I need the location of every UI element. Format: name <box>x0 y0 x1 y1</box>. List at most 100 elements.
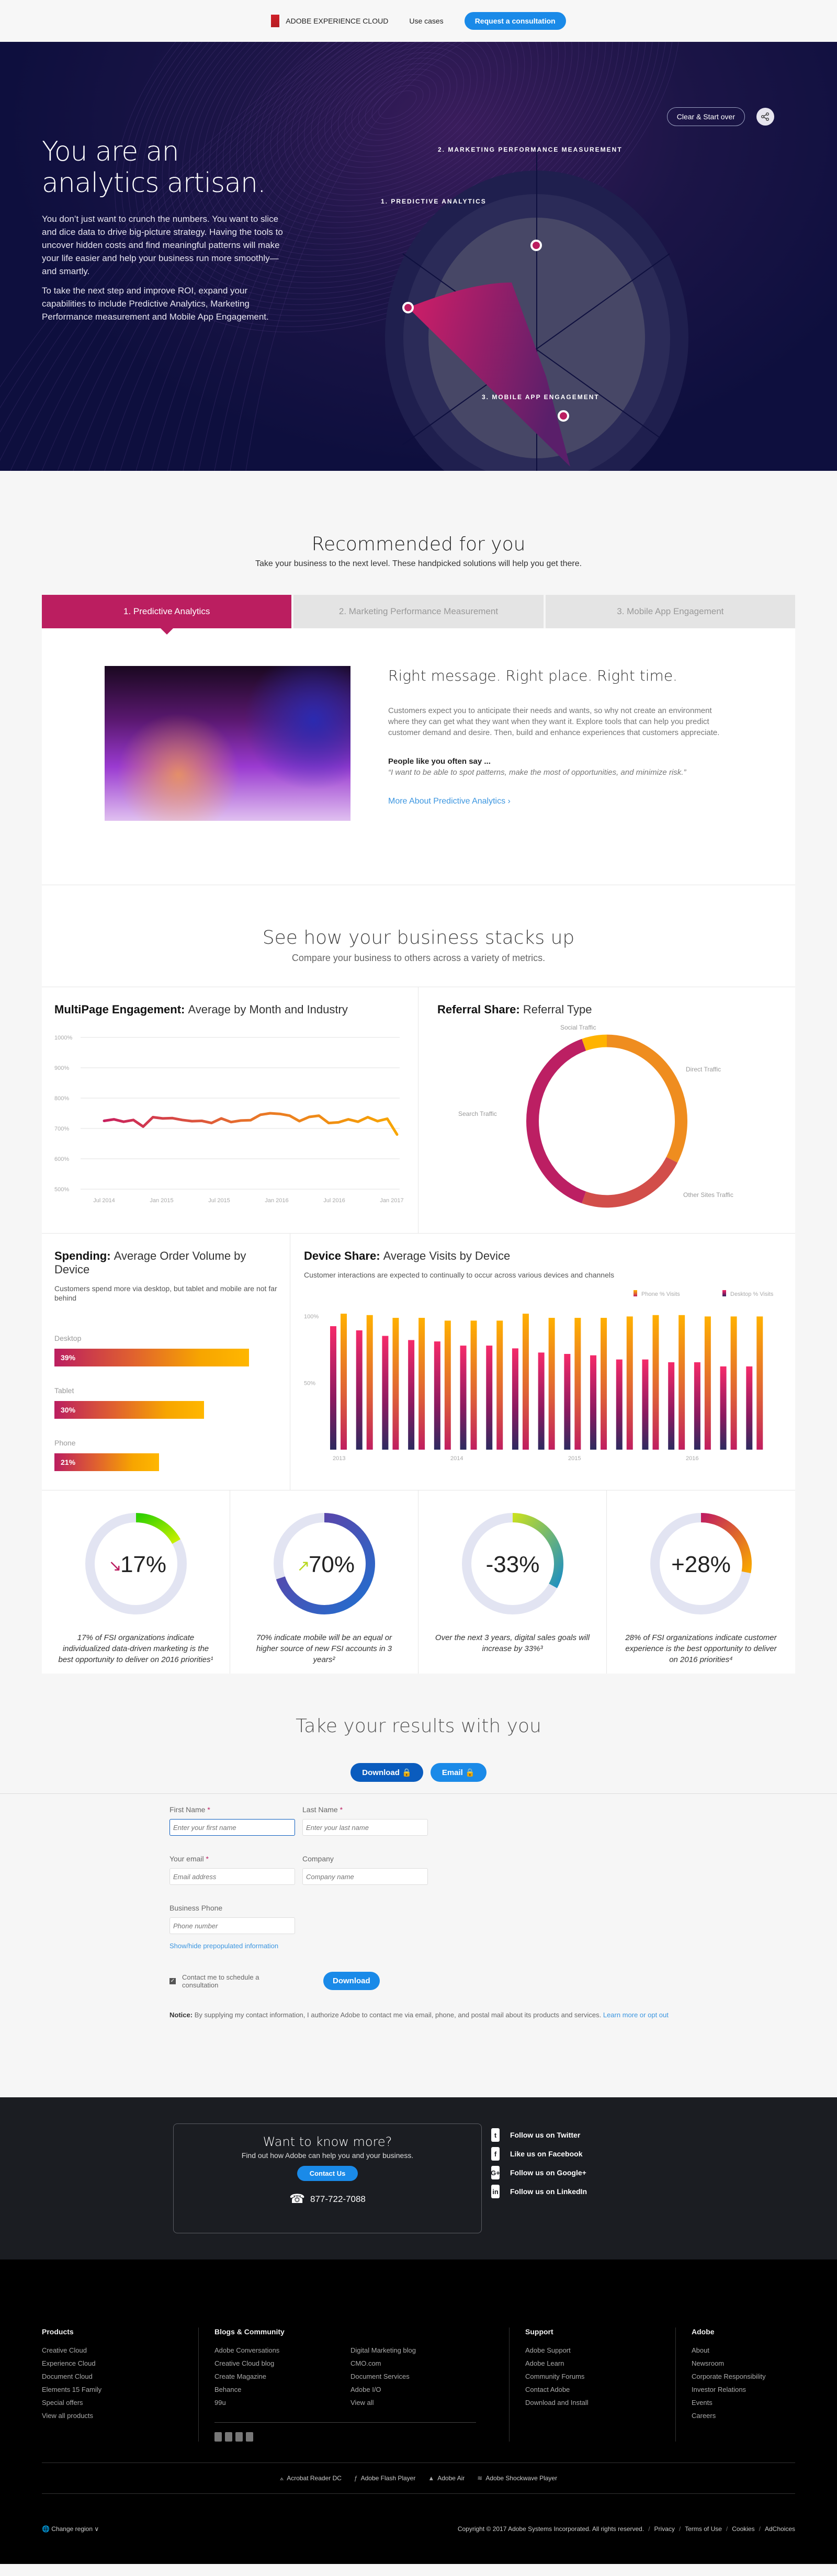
footer-link[interactable]: Newsroom <box>692 2359 725 2367</box>
legal-link[interactable]: Privacy <box>654 2525 675 2533</box>
desktop-bar <box>720 1366 727 1450</box>
stat-donut: +28% <box>650 1513 752 1614</box>
y-tick-label: 900% <box>54 1065 69 1071</box>
linkedin-icon: in <box>491 2185 500 2198</box>
tab-marketing-performance[interactable]: 2. Marketing Performance Measurement <box>293 595 544 628</box>
last-name-input[interactable] <box>306 1824 424 1832</box>
footer-link[interactable]: Contact Adobe <box>525 2386 570 2393</box>
phone-bar <box>704 1316 711 1450</box>
footer-link[interactable]: Document Services <box>350 2372 410 2380</box>
footer-link[interactable]: View all products <box>42 2412 94 2420</box>
consent-checkbox[interactable]: ✓ <box>169 1978 176 1984</box>
last-name-label: Last Name * <box>302 1805 343 1814</box>
slice-label: Social Traffic <box>560 1024 596 1031</box>
footer-link[interactable]: Community Forums <box>525 2372 585 2380</box>
player-link[interactable]: ▲ Adobe Air <box>428 2475 465 2482</box>
desktop-bar <box>642 1359 649 1450</box>
radar-label-predictive[interactable]: 1. PREDICTIVE ANALYTICS <box>381 198 487 205</box>
social-link[interactable]: G+ Follow us on Google+ <box>491 2163 664 2182</box>
email-tab-button[interactable]: Email 🔒 <box>430 1763 487 1782</box>
first-name-label: First Name * <box>169 1805 210 1814</box>
instagram-icon[interactable] <box>246 2432 253 2442</box>
share-button[interactable] <box>756 108 774 126</box>
footer-link[interactable]: Careers <box>692 2412 716 2420</box>
hero-controls: Clear & Start over <box>666 107 774 126</box>
phone-bar <box>756 1316 763 1450</box>
stat-card: ↘ 17% 17% of FSI organizations indicate in… <box>42 1490 230 1674</box>
phone-bar <box>678 1315 685 1450</box>
phone-bar <box>470 1320 477 1450</box>
footer-link[interactable]: Special offers <box>42 2399 83 2406</box>
radar-label-marketing[interactable]: 2. MARKETING PERFORMANCE MEASUREMENT <box>438 146 623 153</box>
footer-link[interactable]: Elements 15 Family <box>42 2386 102 2393</box>
footer-link[interactable]: Corporate Responsibility <box>692 2372 766 2380</box>
footer-link[interactable]: Digital Marketing blog <box>350 2346 416 2354</box>
footer-link[interactable]: Behance <box>214 2386 242 2393</box>
multipage-engagement-chart: MultiPage Engagement: Average by Month a… <box>42 987 418 1233</box>
footer-link[interactable]: View all <box>350 2399 374 2406</box>
player-link[interactable]: ≋ Adobe Shockwave Player <box>477 2475 558 2482</box>
download-submit-button[interactable]: Download <box>323 1972 380 1990</box>
phone-number[interactable]: ☎ 877-722-7088 <box>174 2191 481 2207</box>
results-title: Take your results with you <box>296 1715 541 1737</box>
download-tab-button[interactable]: Download 🔒 <box>350 1763 423 1782</box>
social-link[interactable]: t Follow us on Twitter <box>491 2126 664 2144</box>
first-name-input[interactable] <box>173 1824 291 1832</box>
phone-input[interactable] <box>173 1922 291 1930</box>
footer-link[interactable]: Adobe Support <box>525 2346 571 2354</box>
device-bar-chart-svg: 100% 50% Phone % Visits Desktop % Visits 201… <box>304 1290 774 1462</box>
company-input[interactable] <box>306 1873 424 1881</box>
footer-link[interactable]: Investor Relations <box>692 2386 746 2393</box>
footer-link[interactable]: Adobe Conversations <box>214 2346 280 2354</box>
footer-link[interactable]: Creative Cloud <box>42 2346 87 2354</box>
tab-predictive-analytics[interactable]: 1. Predictive Analytics <box>42 595 292 635</box>
twitter-icon[interactable] <box>225 2432 232 2442</box>
more-about-link[interactable]: More About Predictive Analytics › <box>388 797 511 806</box>
change-region-button[interactable]: 🌐 Change region ∨ <box>42 2525 99 2533</box>
customer-quote: “I want to be able to spot patterns, mak… <box>388 768 686 777</box>
player-link[interactable]: ⟑ Acrobat Reader DC <box>279 2474 342 2482</box>
brand-link[interactable]: ADOBE EXPERIENCE CLOUD <box>271 15 388 27</box>
footer-link[interactable]: Creative Cloud blog <box>214 2359 275 2367</box>
linkedin-icon[interactable] <box>235 2432 243 2442</box>
hero-text: You are an analytics artisan. You don’t … <box>42 136 293 330</box>
predictive-analytics-image <box>105 666 350 821</box>
contact-us-button[interactable]: Contact Us <box>297 2166 358 2181</box>
radar-label-mobile[interactable]: 3. MOBILE APP ENGAGEMENT <box>482 393 600 401</box>
tab-mobile-app-engagement[interactable]: 3. Mobile App Engagement <box>545 595 795 628</box>
footer-link[interactable]: Events <box>692 2399 712 2406</box>
results-section: Take your results with you Download 🔒 Em… <box>0 1674 837 2019</box>
google-plus-icon: G+ <box>491 2166 500 2179</box>
social-link[interactable]: in Follow us on LinkedIn <box>491 2182 664 2201</box>
footer-link[interactable]: CMO.com <box>350 2359 381 2367</box>
footer-link[interactable]: Create Magazine <box>214 2372 266 2380</box>
legal-link[interactable]: Cookies <box>732 2525 755 2533</box>
learn-more-opt-out-link[interactable]: Learn more or opt out <box>603 2011 669 2019</box>
recommended-subtitle: Take your business to the next level. Th… <box>255 559 582 568</box>
footer-link[interactable]: 99u <box>214 2399 226 2406</box>
footer-link[interactable]: Adobe Learn <box>525 2359 564 2367</box>
footer-link[interactable]: Experience Cloud <box>42 2359 96 2367</box>
legal-link[interactable]: Terms of Use <box>685 2525 722 2533</box>
x-tick-label: Jul 2015 <box>208 1197 230 1204</box>
legal-link[interactable]: AdChoices <box>764 2525 795 2533</box>
footer-link[interactable]: Adobe I/O <box>350 2386 381 2393</box>
social-link[interactable]: f Like us on Facebook <box>491 2144 664 2163</box>
lock-icon: 🔒 <box>465 1768 475 1777</box>
consent-label: Contact me to schedule a consultation <box>182 1973 259 1989</box>
request-consultation-button[interactable]: Request a consultation <box>464 12 566 30</box>
footer-link[interactable]: Download and Install <box>525 2399 589 2406</box>
facebook-icon[interactable] <box>214 2432 222 2442</box>
clear-start-over-button[interactable]: Clear & Start over <box>666 107 745 126</box>
stat-value: 17% <box>120 1552 166 1577</box>
footer-link[interactable]: Document Cloud <box>42 2372 93 2380</box>
show-hide-prepopulated-link[interactable]: Show/hide prepopulated information <box>169 1942 279 1950</box>
email-input[interactable] <box>173 1873 291 1881</box>
stat-value: -33% <box>485 1552 539 1577</box>
footer-link[interactable]: About <box>692 2346 709 2354</box>
use-cases-link[interactable]: Use cases <box>409 17 444 25</box>
donut-chart-svg: Social Traffic Direct Traffic Other Sites … <box>458 1024 733 1208</box>
player-link[interactable]: ƒ Adobe Flash Player <box>354 2475 416 2482</box>
social-links: t Follow us on Twitter f Like us on Faceboo… <box>491 2123 664 2259</box>
chart-title-bold: Device Share: <box>304 1249 380 1262</box>
